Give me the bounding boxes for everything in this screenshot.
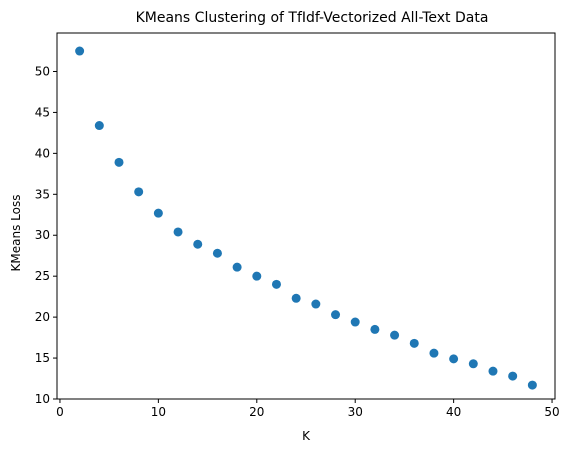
data-point	[174, 227, 183, 236]
x-tick-label: 30	[348, 405, 363, 419]
data-point	[272, 280, 281, 289]
x-tick-label: 0	[56, 405, 64, 419]
data-point	[331, 310, 340, 319]
y-tick-label: 10	[35, 392, 50, 406]
data-point	[370, 325, 379, 334]
x-axis-label: K	[302, 429, 311, 443]
data-point	[292, 294, 301, 303]
data-points	[75, 47, 537, 390]
axes: 0 10 20 30 40 50 10 15 20 25 30 35 40 45 50	[35, 33, 560, 419]
data-point	[134, 187, 143, 196]
y-tick-label: 30	[35, 228, 50, 242]
data-point	[390, 331, 399, 340]
y-tick-label: 45	[35, 105, 50, 119]
data-point	[488, 367, 497, 376]
data-point	[75, 47, 84, 56]
y-tick-label: 20	[35, 310, 50, 324]
y-tick-label: 40	[35, 146, 50, 160]
data-point	[410, 339, 419, 348]
data-point	[115, 158, 124, 167]
data-point	[508, 372, 517, 381]
y-tick-label: 50	[35, 64, 50, 78]
x-tick-label: 10	[151, 405, 166, 419]
x-tick-label: 50	[544, 405, 559, 419]
x-tick-label: 40	[446, 405, 461, 419]
chart-title: KMeans Clustering of TfIdf-Vectorized Al…	[136, 10, 489, 26]
data-point	[95, 121, 104, 130]
data-point	[233, 263, 242, 272]
y-tick-label: 35	[35, 187, 50, 201]
data-point	[449, 354, 458, 363]
data-point	[469, 359, 478, 368]
y-axis-label: KMeans Loss	[9, 195, 23, 272]
y-tick-label: 15	[35, 351, 50, 365]
y-tick-label: 25	[35, 269, 50, 283]
data-point	[311, 300, 320, 309]
data-point	[351, 318, 360, 327]
data-point	[154, 209, 163, 218]
data-point	[252, 272, 261, 281]
data-point	[528, 381, 537, 390]
data-point	[429, 349, 438, 358]
data-point	[213, 249, 222, 258]
plot-frame	[57, 33, 555, 399]
x-tick-label: 20	[249, 405, 264, 419]
data-point	[193, 240, 202, 249]
